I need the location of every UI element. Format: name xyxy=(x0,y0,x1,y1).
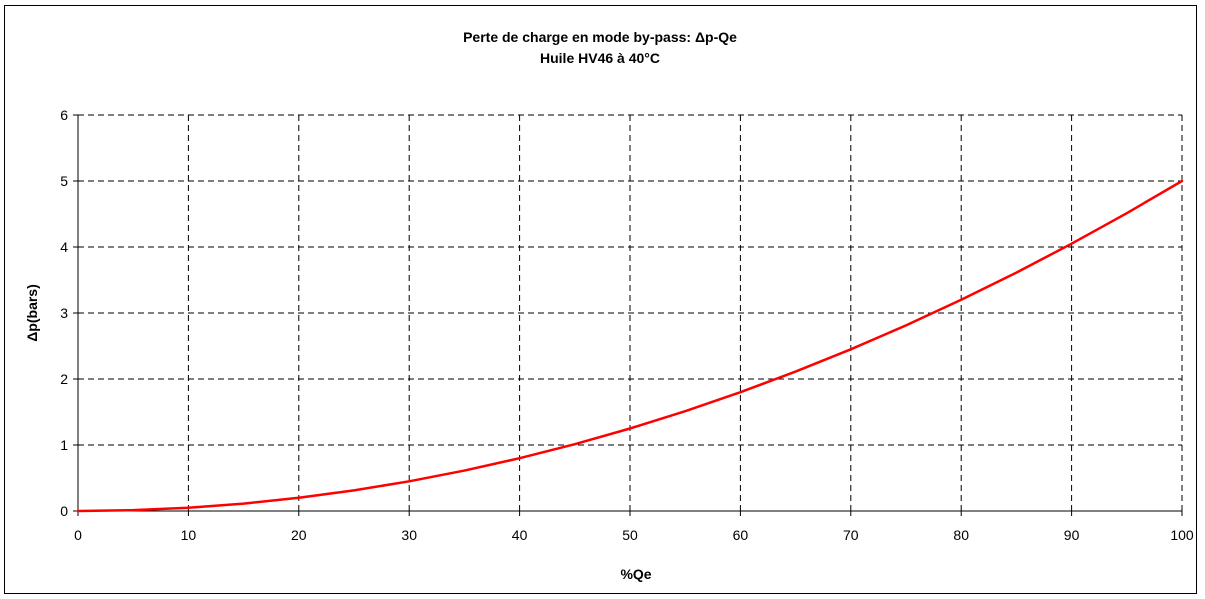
y-tick-label: 6 xyxy=(60,107,68,123)
y-tick-label: 5 xyxy=(60,173,68,189)
x-tick-label: 100 xyxy=(1170,527,1194,543)
chart-title: Perte de charge en mode by-pass: Δp-Qe xyxy=(463,29,737,45)
series-line xyxy=(76,179,1184,513)
grid-lines xyxy=(78,114,1183,511)
x-tick-label: 0 xyxy=(74,527,82,543)
chart-subtitle: Huile HV46 à 40°C xyxy=(540,50,660,66)
x-tick-labels: 0 10 20 30 40 50 60 70 80 90 100 xyxy=(74,527,1194,543)
y-tick-labels: 0 1 2 3 4 5 6 xyxy=(60,107,68,519)
chart-canvas: Perte de charge en mode by-pass: Δp-Qe H… xyxy=(24,29,1194,582)
y-tick-label: 0 xyxy=(60,503,68,519)
x-tick-label: 40 xyxy=(512,527,528,543)
chart-frame: Perte de charge en mode by-pass: Δp-Qe H… xyxy=(4,5,1197,594)
x-tick-label: 30 xyxy=(401,527,417,543)
x-tick-label: 20 xyxy=(291,527,307,543)
x-tick-label: 80 xyxy=(953,527,969,543)
x-tick-label: 10 xyxy=(181,527,197,543)
y-tick-label: 1 xyxy=(60,437,68,453)
y-tick-label: 4 xyxy=(60,239,68,255)
x-tick-label: 50 xyxy=(622,527,638,543)
y-tick-label: 2 xyxy=(60,371,68,387)
y-tick-label: 3 xyxy=(60,305,68,321)
x-tick-label: 60 xyxy=(733,527,749,543)
axes xyxy=(73,114,1183,516)
x-tick-label: 70 xyxy=(843,527,859,543)
x-tick-label: 90 xyxy=(1064,527,1080,543)
y-axis-title: Δp(bars) xyxy=(24,284,40,342)
series-layer xyxy=(76,179,1184,513)
x-axis-title: %Qe xyxy=(620,566,651,582)
